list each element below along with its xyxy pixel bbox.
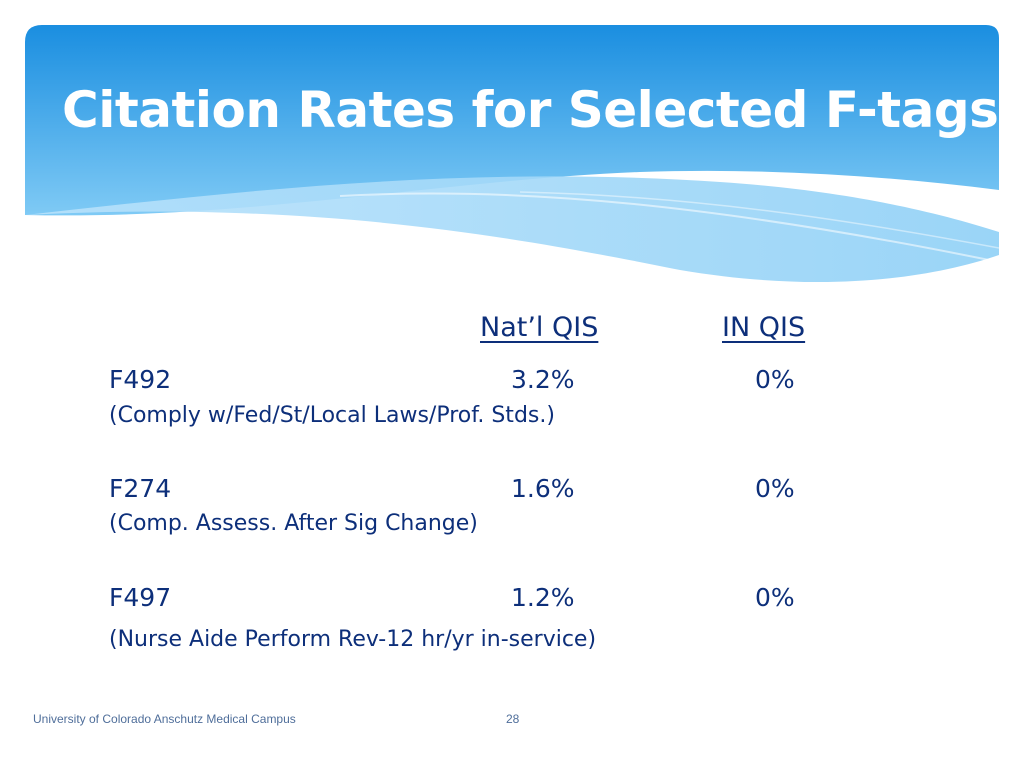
slide-title: Citation Rates for Selected F-tags bbox=[62, 81, 999, 139]
ftag-description: (Comp. Assess. After Sig Change) bbox=[109, 511, 478, 536]
banner-wave-highlight bbox=[519, 191, 1000, 249]
in-rate: 0% bbox=[755, 583, 795, 612]
ftag-description: (Comply w/Fed/St/Local Laws/Prof. Stds.) bbox=[109, 403, 555, 428]
column-header-natl-qis: Nat’l QIS bbox=[480, 312, 599, 343]
ftag-label: F497 bbox=[109, 583, 172, 612]
banner-shape bbox=[25, 25, 999, 216]
in-rate: 0% bbox=[755, 365, 795, 394]
ftag-label: F492 bbox=[109, 365, 172, 394]
banner-wave bbox=[25, 176, 999, 283]
slide-number: 28 bbox=[506, 712, 520, 726]
ftag-description: (Nurse Aide Perform Rev-12 hr/yr in-serv… bbox=[109, 627, 597, 652]
footer-organization: University of Colorado Anschutz Medical … bbox=[33, 712, 296, 726]
column-header-in-qis: IN QIS bbox=[722, 312, 806, 343]
in-rate: 0% bbox=[755, 474, 795, 503]
ftag-label: F274 bbox=[109, 474, 172, 503]
banner-wave-highlight bbox=[339, 192, 1000, 263]
natl-rate: 1.6% bbox=[511, 474, 575, 503]
natl-rate: 1.2% bbox=[511, 583, 575, 612]
header-banner bbox=[25, 25, 1000, 283]
natl-rate: 3.2% bbox=[511, 365, 575, 394]
